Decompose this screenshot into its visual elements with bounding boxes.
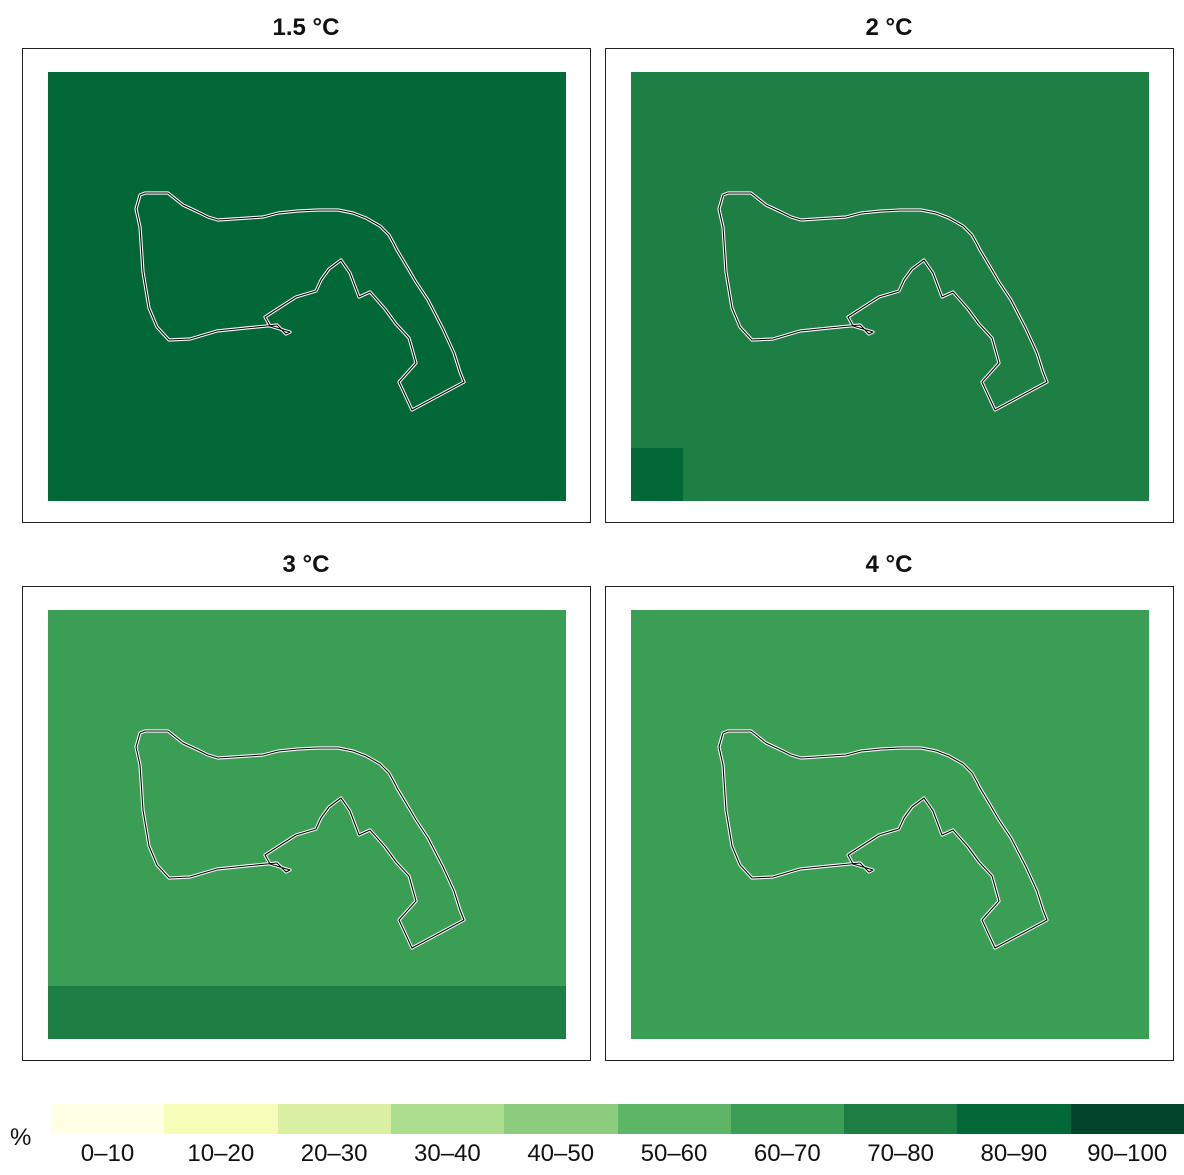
legend-swatch	[164, 1104, 279, 1134]
legend-label: 0–10	[80, 1140, 135, 1167]
legend-label: 30–40	[414, 1140, 481, 1167]
map-panel-1	[48, 72, 566, 501]
region-boundary	[135, 730, 465, 949]
legend-label: 60–70	[753, 1140, 821, 1167]
region-boundary	[718, 192, 1048, 411]
panel-title-2: 2 °C	[865, 14, 913, 41]
map-fill	[48, 72, 566, 501]
map-patch	[48, 986, 566, 1039]
map-svg	[48, 72, 566, 501]
legend-swatch	[1070, 1104, 1184, 1134]
legend-swatch	[730, 1104, 845, 1134]
legend-label: 70–80	[867, 1140, 934, 1167]
map-fill	[631, 610, 1149, 1039]
legend-label: 50–60	[640, 1140, 708, 1167]
map-svg	[631, 610, 1149, 1039]
map-svg	[631, 72, 1149, 501]
legend-swatch	[957, 1104, 1072, 1134]
legend-swatch	[390, 1104, 505, 1134]
panel-title-4: 4 °C	[865, 551, 913, 578]
panel-title-1: 1.5 °C	[272, 14, 340, 41]
legend-swatch	[504, 1104, 618, 1134]
legend-swatch	[51, 1104, 165, 1134]
map-fill	[631, 72, 1149, 501]
legend-swatch	[617, 1104, 732, 1134]
legend-label: 40–50	[527, 1140, 595, 1167]
legend-label: 10–20	[187, 1140, 255, 1167]
legend-unit: %	[10, 1124, 32, 1151]
region-boundary	[718, 730, 1048, 949]
region-boundary	[135, 192, 465, 411]
map-panel-4	[631, 610, 1149, 1039]
panel-title-3: 3 °C	[282, 551, 330, 578]
legend-label: 80–90	[980, 1140, 1048, 1167]
map-panel-3	[48, 610, 566, 1039]
map-panel-2	[631, 72, 1149, 501]
map-svg	[48, 610, 566, 1039]
legend-swatch	[277, 1104, 392, 1134]
legend-label: 20–30	[300, 1140, 368, 1167]
legend-label: 90–100	[1087, 1140, 1168, 1167]
map-patch	[631, 448, 683, 501]
map-fill	[48, 610, 566, 1039]
legend-swatch	[844, 1104, 958, 1134]
